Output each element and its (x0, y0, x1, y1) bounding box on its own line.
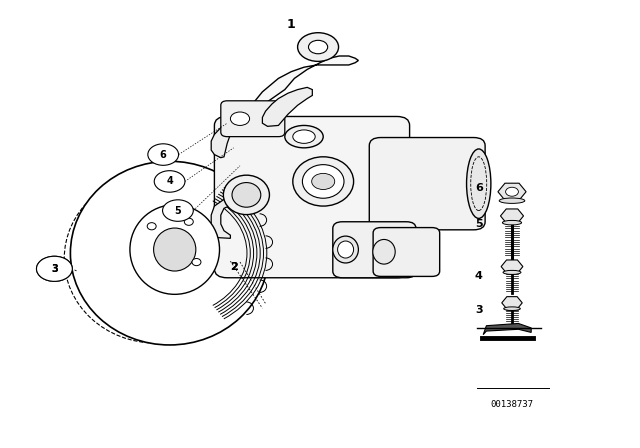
Ellipse shape (471, 157, 487, 211)
FancyBboxPatch shape (221, 101, 285, 137)
Text: 5: 5 (175, 206, 181, 215)
Circle shape (148, 144, 179, 165)
Text: 3: 3 (51, 264, 58, 274)
Text: 3: 3 (51, 264, 58, 274)
Polygon shape (483, 323, 531, 335)
Ellipse shape (64, 174, 247, 343)
Ellipse shape (467, 149, 491, 219)
Text: 3: 3 (475, 305, 483, 315)
Ellipse shape (223, 175, 269, 215)
Ellipse shape (333, 236, 358, 263)
Polygon shape (262, 87, 312, 126)
Text: 2: 2 (230, 262, 237, 271)
Ellipse shape (504, 307, 520, 310)
Ellipse shape (232, 183, 261, 207)
Ellipse shape (130, 205, 220, 294)
Ellipse shape (70, 161, 269, 345)
Circle shape (154, 171, 185, 192)
Circle shape (506, 187, 518, 196)
Text: 1: 1 (287, 18, 296, 31)
Ellipse shape (499, 198, 525, 203)
Text: 2: 2 (230, 262, 237, 271)
Text: 6: 6 (160, 150, 166, 159)
FancyBboxPatch shape (369, 138, 485, 230)
Circle shape (298, 33, 339, 61)
Ellipse shape (372, 240, 396, 264)
Ellipse shape (293, 130, 316, 143)
FancyBboxPatch shape (214, 116, 410, 278)
Polygon shape (211, 116, 246, 158)
Ellipse shape (147, 223, 156, 230)
Ellipse shape (293, 157, 353, 206)
FancyBboxPatch shape (333, 222, 416, 278)
Ellipse shape (184, 218, 193, 225)
Ellipse shape (502, 220, 522, 225)
Circle shape (308, 40, 328, 54)
Polygon shape (243, 56, 358, 125)
Circle shape (230, 112, 250, 125)
Ellipse shape (285, 125, 323, 148)
Ellipse shape (503, 271, 521, 274)
Text: 4: 4 (166, 177, 173, 186)
Ellipse shape (338, 241, 354, 258)
Circle shape (312, 173, 335, 190)
Text: 00138737: 00138737 (490, 400, 534, 409)
Circle shape (163, 200, 193, 221)
Text: 4: 4 (475, 271, 483, 280)
Ellipse shape (192, 258, 201, 266)
Circle shape (36, 256, 72, 281)
Polygon shape (211, 197, 237, 238)
Text: 5: 5 (475, 219, 483, 229)
Ellipse shape (302, 165, 344, 198)
Circle shape (36, 256, 72, 281)
FancyBboxPatch shape (373, 228, 440, 276)
Text: 6: 6 (475, 183, 483, 193)
Ellipse shape (154, 228, 196, 271)
